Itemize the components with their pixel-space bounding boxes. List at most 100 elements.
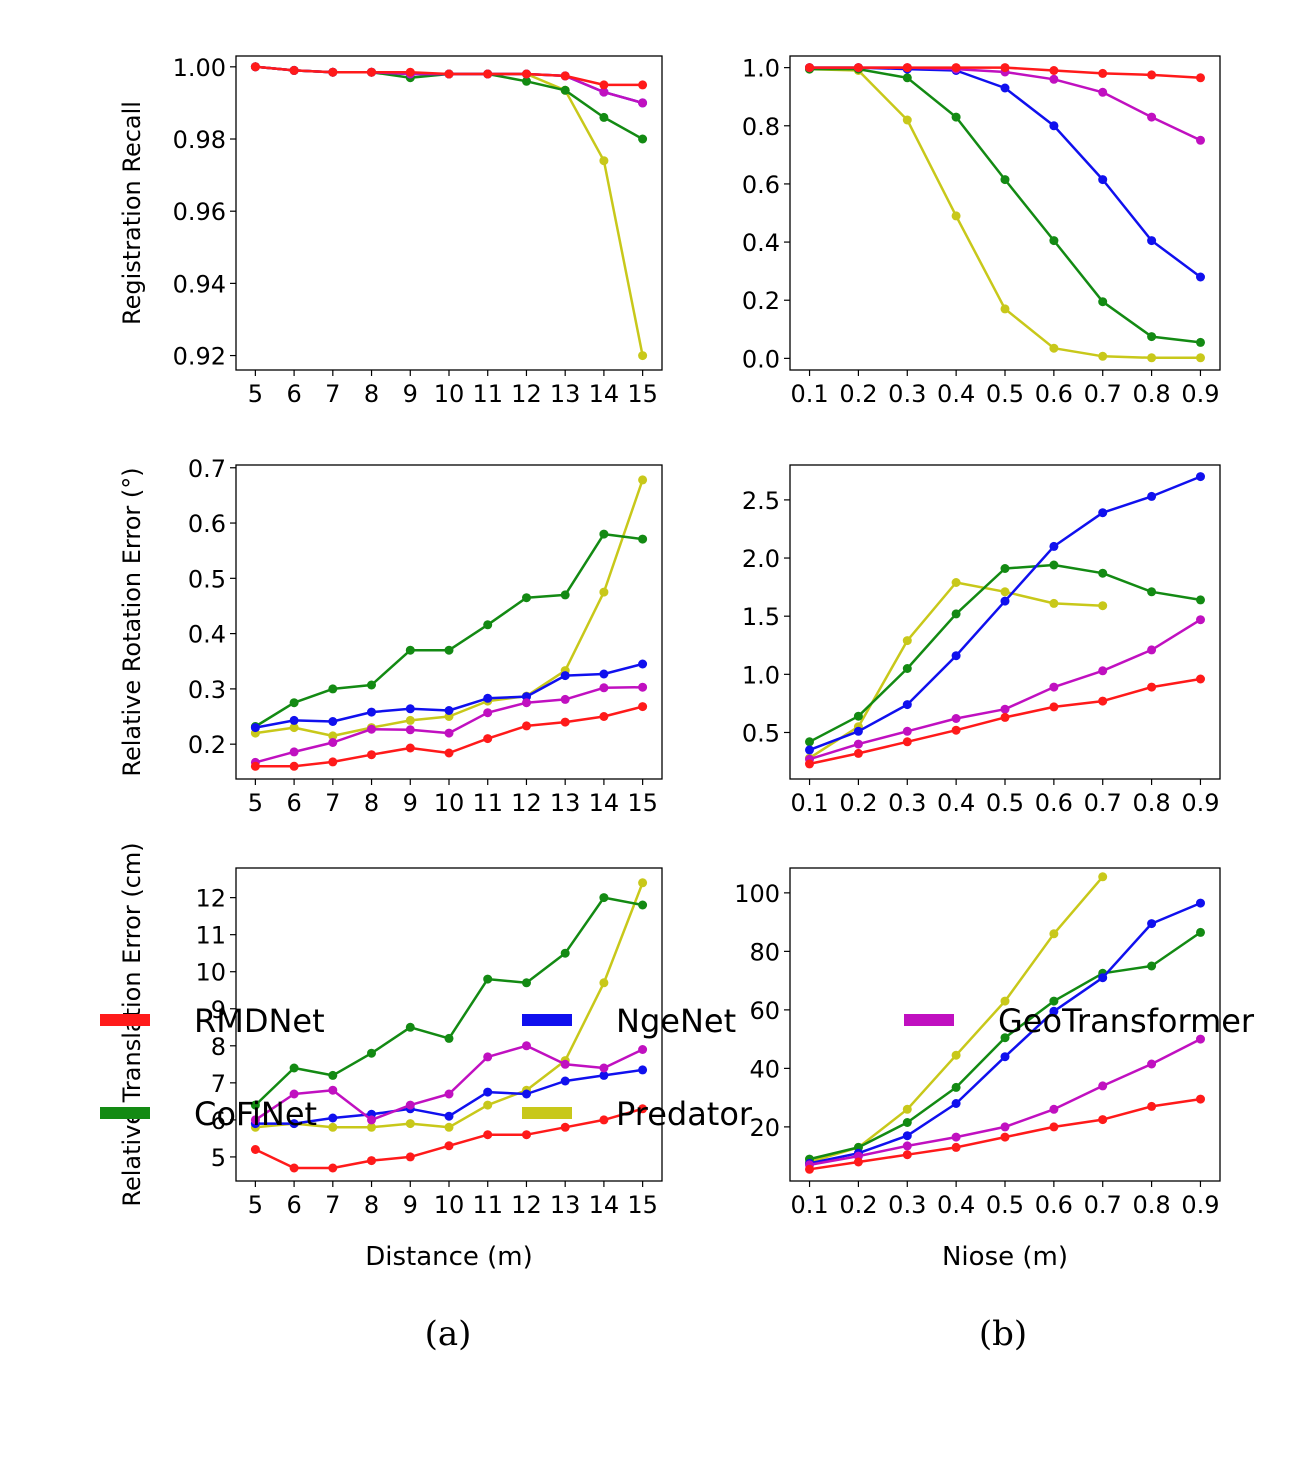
legend-item: Predator <box>522 1095 753 1133</box>
point-geotransformer <box>1049 682 1059 692</box>
x-tick-label: 0.6 <box>1035 789 1073 817</box>
point-rmdnet <box>289 761 299 771</box>
x-tick-label: 0.2 <box>839 1191 877 1219</box>
point-ngenet <box>1049 541 1059 551</box>
point-ngenet <box>1098 175 1108 185</box>
x-tick-label: 14 <box>589 789 620 817</box>
x-tick-label: 0.1 <box>790 789 828 817</box>
point-rmdnet <box>951 725 961 735</box>
point-cofinet <box>951 609 961 619</box>
point-rmdnet <box>599 1115 609 1125</box>
x-tick-label: 0.5 <box>986 380 1024 408</box>
y-tick-label: 60 <box>749 997 780 1025</box>
chart-a-recall: 5 6 7 8 9 10 11 12 13 14 150.920.940.960.981.00Reg… <box>118 54 663 408</box>
y-tick-label: 11 <box>195 922 226 950</box>
point-ngenet <box>1049 1006 1059 1016</box>
subcaption-a: (a) <box>425 1314 472 1354</box>
point-geotransformer <box>951 1132 961 1142</box>
point-rmdnet <box>483 734 493 744</box>
point-ngenet <box>1049 121 1059 131</box>
y-tick-label: 0.6 <box>188 510 226 538</box>
point-rmdnet <box>405 1152 415 1162</box>
point-cofinet <box>1098 297 1108 307</box>
point-rmdnet <box>1147 1101 1157 1111</box>
series-line-geotransformer <box>809 66 1202 142</box>
point-rmdnet <box>444 1141 454 1151</box>
x-tick-label: 9 <box>403 380 418 408</box>
point-rmdnet <box>483 1130 493 1140</box>
point-cofinet <box>483 620 493 630</box>
point-cofinet <box>405 1022 415 1032</box>
point-geotransformer <box>599 1063 609 1073</box>
point-predator <box>1098 872 1108 882</box>
point-geotransformer <box>328 738 338 747</box>
point-ngenet <box>599 669 609 679</box>
point-ngenet <box>1098 973 1108 983</box>
point-geotransformer <box>289 747 299 757</box>
y-tick-label: 1.00 <box>173 54 226 82</box>
point-cofinet <box>444 1033 454 1043</box>
x-tick-label: 0.7 <box>1084 789 1122 817</box>
point-ngenet <box>1098 508 1108 518</box>
legend: RMDNet NgeNet GeoTransformer CoFiNet Predato… <box>100 1002 1255 1133</box>
x-tick-label: 13 <box>550 789 581 817</box>
x-tick-label: 0.3 <box>888 380 926 408</box>
point-rmdnet <box>853 748 863 758</box>
point-predator <box>289 723 299 733</box>
series-line-cofinet <box>809 67 1201 344</box>
point-rmdnet <box>367 750 376 760</box>
point-rmdnet <box>805 63 814 73</box>
point-ngenet <box>328 717 338 726</box>
point-rmdnet <box>405 743 415 753</box>
point-rmdnet <box>405 67 415 77</box>
point-rmdnet <box>1196 73 1205 83</box>
point-predator <box>902 1104 912 1114</box>
x-tick-label: 8 <box>364 1191 379 1219</box>
legend-swatch <box>522 1107 572 1119</box>
point-predator <box>951 1050 961 1060</box>
point-geotransformer <box>853 739 863 749</box>
y-axis-label: Registration Recall <box>118 101 146 325</box>
point-cofinet <box>638 900 648 910</box>
point-rmdnet <box>289 65 299 75</box>
x-tick-label: 7 <box>325 380 340 408</box>
point-ngenet <box>444 1111 454 1121</box>
x-tick-label: 6 <box>286 380 301 408</box>
x-tick-label: 7 <box>325 789 340 817</box>
point-predator <box>638 475 648 485</box>
x-tick-label: 0.6 <box>1035 380 1073 408</box>
point-cofinet <box>367 1048 376 1058</box>
point-ngenet <box>902 700 912 710</box>
x-tick-label: 8 <box>364 380 379 408</box>
point-predator <box>599 587 609 597</box>
x-tick-label: 12 <box>511 1191 542 1219</box>
x-tick-label: 0.7 <box>1084 1191 1122 1219</box>
point-geotransformer <box>638 98 648 108</box>
point-rmdnet <box>805 759 814 769</box>
y-tick-label: 0.2 <box>188 731 226 759</box>
y-tick-label: 0.3 <box>188 676 226 704</box>
point-rmdnet <box>328 67 338 77</box>
point-rmdnet <box>1098 696 1108 706</box>
point-ngenet <box>902 1131 912 1141</box>
point-ngenet <box>328 1113 338 1123</box>
x-tick-label: 0.8 <box>1133 1191 1171 1219</box>
point-cofinet <box>289 1063 299 1073</box>
point-rmdnet <box>599 712 609 721</box>
y-tick-label: 0.7 <box>188 455 226 483</box>
point-cofinet <box>560 948 570 958</box>
legend-item: NgeNet <box>522 1002 736 1040</box>
x-tick-label: 0.4 <box>937 1191 975 1219</box>
point-geotransformer <box>1147 112 1157 122</box>
x-tick-label: 0.3 <box>888 1191 926 1219</box>
point-ngenet <box>289 715 299 725</box>
chart-b-rte: 0.1 0.2 0.3 0.4 0.5 0.6 0.7 0.8 0.9 20 40 60 80 100 Ni… <box>734 867 1221 1272</box>
point-predator <box>638 351 648 361</box>
point-cofinet <box>289 698 299 708</box>
point-rmdnet <box>560 717 570 727</box>
y-tick-label: 100 <box>734 880 780 908</box>
point-rmdnet <box>367 67 376 77</box>
point-rmdnet <box>902 1150 912 1160</box>
point-geotransformer <box>638 682 648 692</box>
point-rmdnet <box>367 1156 376 1166</box>
